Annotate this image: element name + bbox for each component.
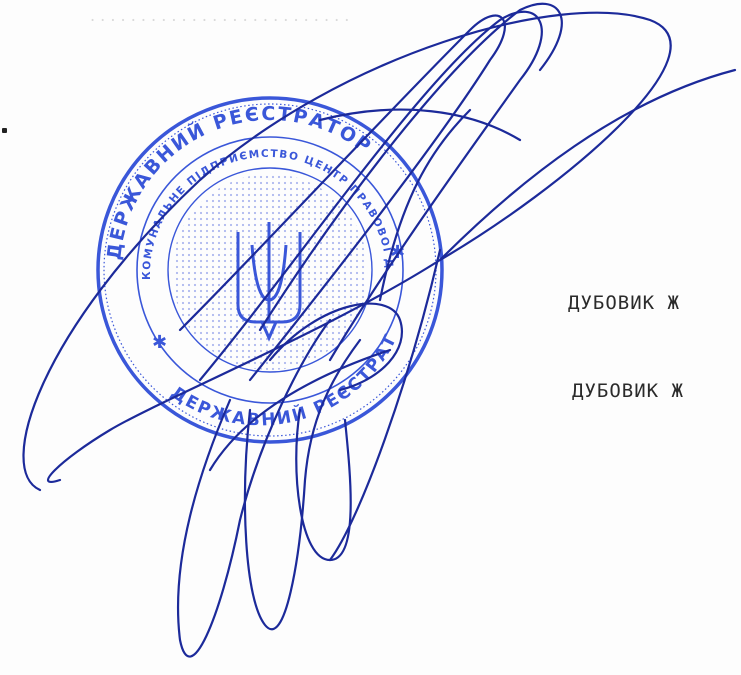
stamp-star-icon: ✱ bbox=[152, 332, 167, 353]
list-bullet bbox=[2, 128, 7, 133]
signer-name-1: ДУБОВИК Ж bbox=[568, 292, 680, 314]
stamp-outer-ring bbox=[96, 96, 444, 444]
stamp-inner-ring bbox=[136, 136, 404, 404]
bleed-through-text: . . . . . . . . . . . . . . . . . . . . … bbox=[90, 6, 350, 25]
signer-name-2: ДУБОВИК Ж bbox=[572, 380, 684, 402]
handwritten-signature bbox=[22, 2, 737, 658]
